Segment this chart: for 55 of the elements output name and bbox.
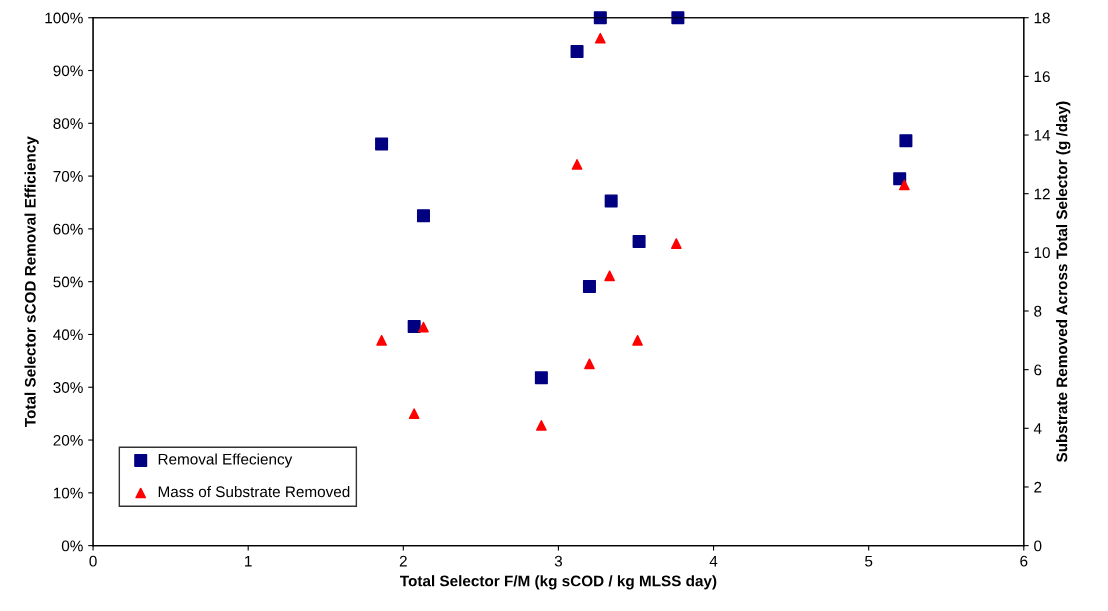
y2-tick-label: 4 xyxy=(1033,423,1042,434)
point xyxy=(375,137,389,151)
y-tick-label: 60% xyxy=(53,223,83,235)
point xyxy=(593,11,607,25)
point xyxy=(632,334,643,346)
point xyxy=(584,358,595,370)
y-tick-label: 50% xyxy=(53,276,83,288)
legend-label: Removal Effeciency xyxy=(158,453,293,468)
x-tick-label: 6 xyxy=(1020,555,1028,567)
y-tick-label: 40% xyxy=(53,329,83,341)
y-axis-title: Total Selector sCOD Removal Efficiency xyxy=(24,136,39,427)
point xyxy=(376,334,387,346)
point xyxy=(416,209,430,223)
y-tick-label: 10% xyxy=(53,487,83,499)
point xyxy=(670,238,682,249)
legend-label: Mass of Substrate Removed xyxy=(158,485,350,498)
y-tick-label: 20% xyxy=(53,434,83,446)
y-tick-label: 80% xyxy=(53,118,83,129)
y2-tick-label: 8 xyxy=(1034,305,1042,317)
y2-tick-label: 2 xyxy=(1034,481,1042,493)
x-axis-title: Total Selector F/M (kg sCOD / kg MLSS day) xyxy=(400,575,717,590)
y-tick-label: 30% xyxy=(53,382,83,393)
point xyxy=(536,420,547,431)
y2-tick-label: 6 xyxy=(1034,364,1042,376)
point xyxy=(632,235,646,249)
x-tick-label: 0 xyxy=(89,555,97,567)
point xyxy=(407,320,421,334)
point xyxy=(571,159,583,170)
point xyxy=(534,371,548,385)
x-tick-label: 4 xyxy=(709,555,718,567)
y2-tick-label: 14 xyxy=(1034,130,1051,141)
y2-tick-label: 18 xyxy=(1034,12,1050,24)
point xyxy=(570,44,584,59)
y-tick-label: 70% xyxy=(53,170,83,182)
point xyxy=(604,270,615,282)
x-tick-label: 1 xyxy=(245,555,252,567)
y2-tick-label: 10 xyxy=(1034,247,1050,259)
point xyxy=(418,321,429,333)
y-tick-label: 0% xyxy=(61,540,83,552)
y2-axis-title: Substrate Removed Across Total Selector (g /day) xyxy=(1056,101,1071,463)
point xyxy=(408,408,420,420)
y-tick-label: 90% xyxy=(53,65,83,77)
y2-tick-label: 12 xyxy=(1034,188,1050,200)
point xyxy=(671,11,685,25)
y-tick-label: 100% xyxy=(45,12,83,24)
y2-tick-label: 0 xyxy=(1034,540,1042,552)
point xyxy=(604,194,618,208)
point xyxy=(594,32,606,44)
x-tick-label: 2 xyxy=(399,555,407,567)
y2-tick-label: 16 xyxy=(1034,71,1050,83)
x-tick-label: 3 xyxy=(554,555,563,567)
point xyxy=(582,279,596,293)
point xyxy=(899,134,913,148)
point xyxy=(898,179,910,191)
x-tick-label: 5 xyxy=(865,555,873,567)
